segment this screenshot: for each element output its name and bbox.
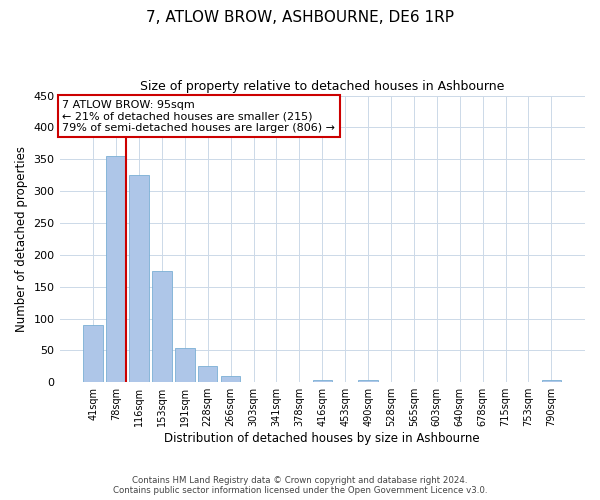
Text: 7 ATLOW BROW: 95sqm
← 21% of detached houses are smaller (215)
79% of semi-detac: 7 ATLOW BROW: 95sqm ← 21% of detached ho… <box>62 100 335 133</box>
Text: 7, ATLOW BROW, ASHBOURNE, DE6 1RP: 7, ATLOW BROW, ASHBOURNE, DE6 1RP <box>146 10 454 25</box>
Bar <box>221 376 241 382</box>
X-axis label: Distribution of detached houses by size in Ashbourne: Distribution of detached houses by size … <box>164 432 480 445</box>
Bar <box>542 380 561 382</box>
Text: Contains HM Land Registry data © Crown copyright and database right 2024.
Contai: Contains HM Land Registry data © Crown c… <box>113 476 487 495</box>
Bar <box>83 325 103 382</box>
Bar <box>358 380 378 382</box>
Bar <box>106 156 126 382</box>
Bar <box>175 348 194 382</box>
Title: Size of property relative to detached houses in Ashbourne: Size of property relative to detached ho… <box>140 80 505 93</box>
Bar <box>129 175 149 382</box>
Bar <box>313 380 332 382</box>
Y-axis label: Number of detached properties: Number of detached properties <box>15 146 28 332</box>
Bar <box>198 366 217 382</box>
Bar <box>152 270 172 382</box>
